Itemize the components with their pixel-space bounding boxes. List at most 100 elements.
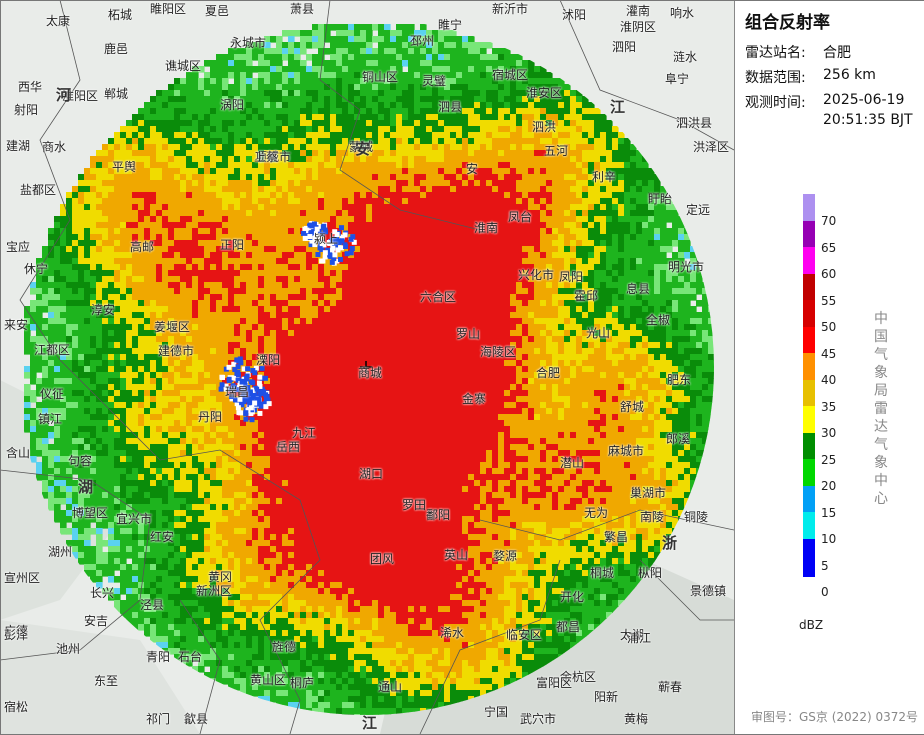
legend-tick: 60 xyxy=(821,267,836,281)
place-label: 红安 xyxy=(150,530,174,544)
place-label: 武穴市 xyxy=(520,712,556,726)
place-label: 麻城市 xyxy=(608,444,644,458)
place-label: 婺源 xyxy=(493,549,517,563)
legend-swatch xyxy=(803,486,815,513)
place-label: 海陵区 xyxy=(480,345,516,359)
place-label: 团风 xyxy=(370,552,394,566)
place-label: 仪征 xyxy=(40,387,64,401)
place-label: 颍上 xyxy=(314,232,338,246)
place-label: 全椒 xyxy=(646,313,670,327)
station-row: 雷达站名: 合肥 xyxy=(745,42,806,62)
legend-tick: 0 xyxy=(821,585,829,599)
place-label: 泗洪 xyxy=(532,120,556,134)
place-label: 灵璧 xyxy=(422,74,446,88)
place-label: 邳州 xyxy=(410,34,434,48)
place-label: 阳新 xyxy=(594,690,618,704)
place-label: 姜堰区 xyxy=(154,320,190,334)
place-label: 萧县 xyxy=(290,2,314,16)
place-label: 罗山 xyxy=(456,327,480,341)
place-label: 岳西 xyxy=(276,440,300,454)
legend-tick: 55 xyxy=(821,294,836,308)
province-label: 浙 xyxy=(662,532,677,553)
legend-tick: 35 xyxy=(821,400,836,414)
place-label: 泗洪县 xyxy=(676,116,712,130)
place-label: 建湖 xyxy=(6,139,30,153)
place-label: 泾县 xyxy=(140,598,164,612)
place-label: 桐城 xyxy=(590,566,614,580)
place-label: 凤台 xyxy=(508,210,532,224)
legend-tick: 25 xyxy=(821,453,836,467)
legend-tick: 70 xyxy=(821,214,836,228)
legend-swatch xyxy=(803,406,815,433)
legend-tick: 5 xyxy=(821,559,829,573)
place-label: 繁昌 xyxy=(604,530,628,544)
place-label: 丹阳 xyxy=(198,410,222,424)
range-row: 数据范围: 256 km xyxy=(745,67,806,87)
place-label: 彭泽 xyxy=(4,628,28,642)
place-label: 射阳 xyxy=(14,103,38,117)
place-label: 通山 xyxy=(378,680,402,694)
place-label: 宝应 xyxy=(6,240,30,254)
place-label: 溧阳 xyxy=(256,353,280,367)
place-label: 五河 xyxy=(544,144,568,158)
place-label: 盐都区 xyxy=(20,183,56,197)
place-label: 淮阴区 xyxy=(620,20,656,34)
place-label: 郸城 xyxy=(104,87,128,101)
place-label: 涡阳 xyxy=(220,98,244,112)
province-label: 江 xyxy=(610,96,625,117)
place-label: 新洲区 xyxy=(196,584,232,598)
place-label: 安吉 xyxy=(84,614,108,628)
province-label: 河 xyxy=(56,84,71,105)
place-label: 湖州 xyxy=(48,545,72,559)
place-label: 定远 xyxy=(686,203,710,217)
legend-swatch xyxy=(803,512,815,539)
legend-swatch xyxy=(803,539,815,566)
place-label: 夏邑 xyxy=(205,4,229,18)
place-label: 铜陵 xyxy=(684,510,708,524)
place-label: 洪泽区 xyxy=(693,140,729,154)
legend-swatch xyxy=(803,194,815,221)
place-label: 正阳 xyxy=(220,238,244,252)
place-label: 含山 xyxy=(6,446,30,460)
time-label: 观测时间: xyxy=(745,95,806,111)
range-label: 数据范围: xyxy=(745,70,806,86)
province-label: 安 xyxy=(355,138,370,159)
legend-tick: 50 xyxy=(821,320,836,334)
place-label: 枞阳 xyxy=(638,566,662,580)
time-date: 2025-06-19 xyxy=(823,92,904,108)
place-label: 鹿邑 xyxy=(104,42,128,56)
credit-text: 中国气象局雷达气象中心 xyxy=(873,310,889,508)
place-label: 旌德 xyxy=(272,640,296,654)
place-label: 合肥 xyxy=(536,366,560,380)
place-label: 商城 xyxy=(358,366,382,380)
legend-tick: 10 xyxy=(821,532,836,546)
place-label: 淮安区 xyxy=(526,86,562,100)
place-label: 青阳 xyxy=(146,650,170,664)
place-label: 黄梅 xyxy=(624,712,648,726)
place-label: 新沂市 xyxy=(492,2,528,16)
place-label: 句容 xyxy=(68,454,92,468)
place-label: 金寨 xyxy=(462,392,486,406)
legend-tick: 30 xyxy=(821,426,836,440)
place-label: 湖口 xyxy=(359,467,383,481)
place-label: 宁国 xyxy=(484,705,508,719)
place-label: 舒城 xyxy=(620,400,644,414)
place-label: 淳安 xyxy=(91,303,115,317)
place-label: 休宁 xyxy=(24,262,48,276)
place-label: 开化 xyxy=(560,590,584,604)
place-label: 西华 xyxy=(18,80,42,94)
legend-swatch xyxy=(803,459,815,486)
legend-tick: 65 xyxy=(821,241,836,255)
legend-tick: 20 xyxy=(821,479,836,493)
place-label: 阜宁 xyxy=(665,72,689,86)
radar-map[interactable]: 太康柘城睢阳区夏邑萧县新沂市沭阳灌南响水永城市邳州睢宁泗阳涟水淮阴区鹿邑谯城区铜… xyxy=(0,0,734,734)
place-label: 桐庐 xyxy=(290,676,314,690)
place-label: 盱眙 xyxy=(648,192,672,206)
place-label: 明光市 xyxy=(668,260,704,274)
place-label: 石台 xyxy=(178,650,202,664)
place-label: 太康 xyxy=(46,14,70,28)
province-label: 江 xyxy=(362,712,377,733)
place-label: 蕲春 xyxy=(658,680,682,694)
province-label: 湖 xyxy=(78,476,93,497)
legend-swatch xyxy=(803,274,815,301)
